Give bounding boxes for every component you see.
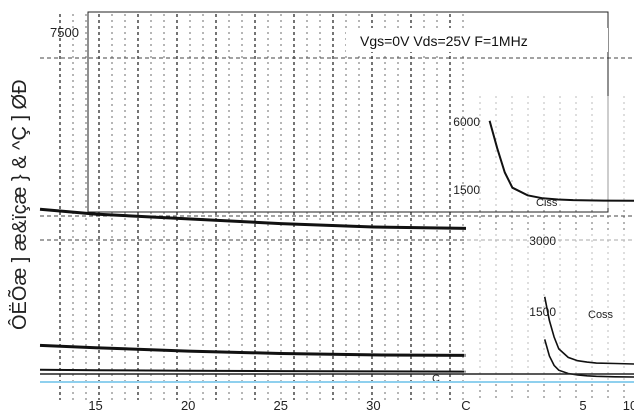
main-x-tick-label: C xyxy=(461,398,470,413)
inset-top-tick-labels: 6000 1500 xyxy=(453,115,480,197)
condition-note: Vgs=0V Vds=25V F=1MHz xyxy=(360,33,528,49)
inset-top-panel xyxy=(466,96,634,208)
main-x-tick-label: 25 xyxy=(274,398,288,413)
inset-bottom-x-tick-label: 5 xyxy=(579,398,586,413)
main-x-tick-label: 30 xyxy=(366,398,380,413)
inset-top-series-group xyxy=(488,120,634,202)
inset-top-y-tick-label: 1500 xyxy=(453,183,480,197)
inset-bottom-x-tick-label: 10 xyxy=(623,398,634,413)
inset-bottom-tick-labels: 3000 1500 5 10 xyxy=(529,234,634,413)
main-x-tick-label: 15 xyxy=(88,398,102,413)
condition-note-background xyxy=(346,28,608,52)
main-series-group xyxy=(39,207,467,373)
inset-bottom-y-tick-label: 3000 xyxy=(529,234,556,248)
coss-label: Coss xyxy=(588,309,614,321)
series-line-bottom-curve xyxy=(39,368,467,373)
coss-line xyxy=(543,296,634,365)
series-line-upper-curve xyxy=(39,207,467,230)
series-line-lower-curve xyxy=(39,343,467,357)
ciss-line xyxy=(488,120,634,202)
c-label: C xyxy=(432,373,440,385)
inset-top-y-tick-label: 6000 xyxy=(453,115,480,129)
main-y-tick-label: 7500 xyxy=(50,25,79,40)
main-x-tick-label: 20 xyxy=(181,398,195,413)
y-axis-label: ÔËÕæ ] æ&ïçæ } & ^Ç ] ØÐ xyxy=(7,79,31,330)
inset-bottom-y-tick-label: 1500 xyxy=(529,305,556,319)
main-x-tick-labels: 15 20 25 30 C xyxy=(88,398,470,413)
ciss-label: Ciss xyxy=(536,197,558,209)
